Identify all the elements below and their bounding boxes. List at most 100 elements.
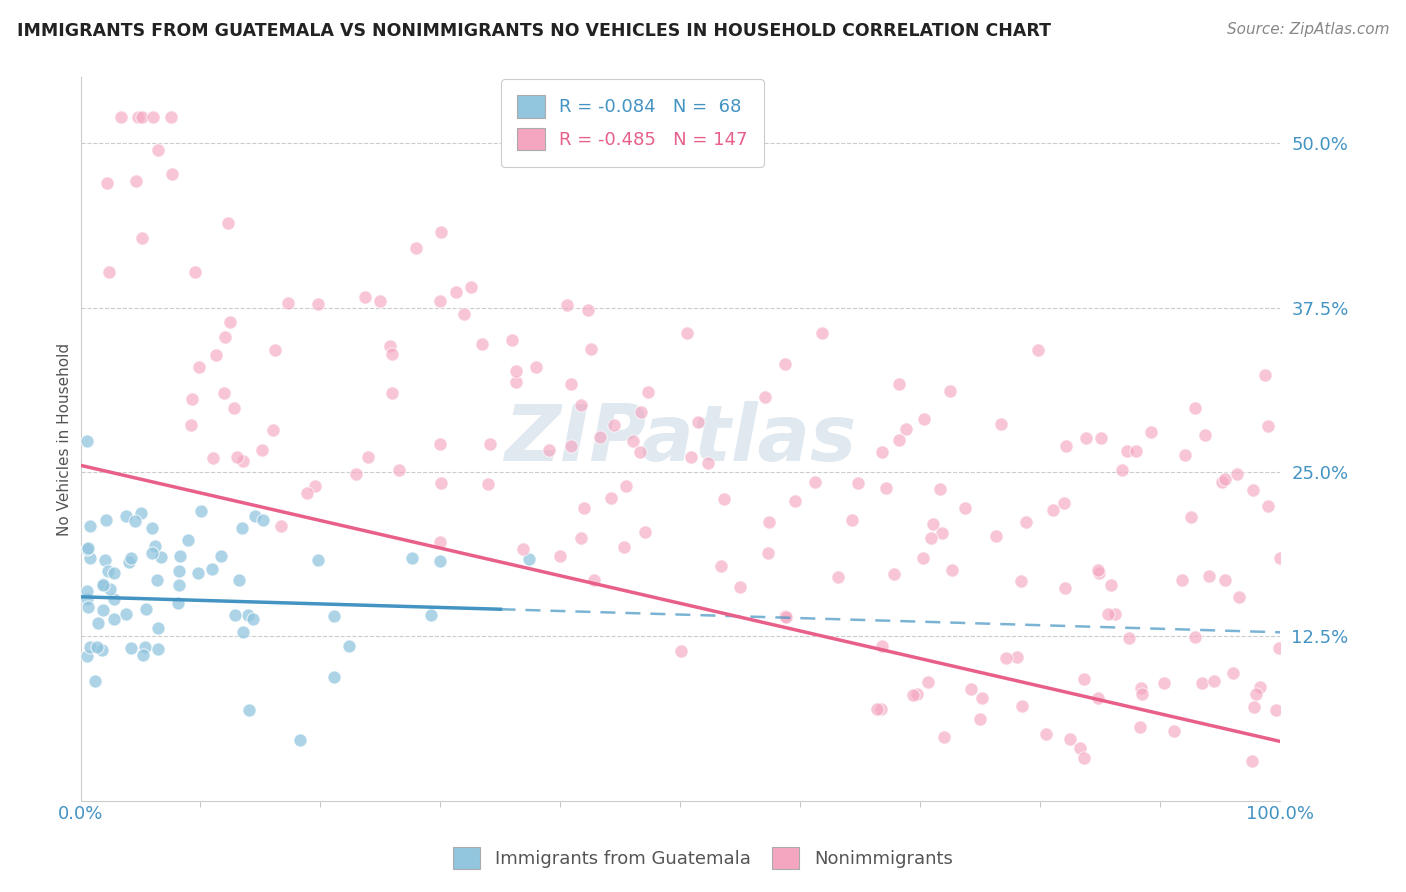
Point [103,566,125,581]
Point [517,552,540,566]
Point [501,334,523,348]
Point [1243,699,1265,714]
Point [887,376,910,391]
Point [1226,467,1249,481]
Point [1171,574,1194,588]
Point [93,576,115,591]
Point [932,730,955,744]
Point [134,640,156,654]
Point [613,540,636,554]
Point [1198,569,1220,583]
Point [621,434,644,448]
Point [1140,425,1163,439]
Point [1132,687,1154,701]
Point [169,549,191,563]
Point [1015,515,1038,529]
Point [96,513,118,527]
Point [1125,443,1147,458]
Point [187,359,209,374]
Point [579,342,602,356]
Point [370,294,392,309]
Point [911,551,934,566]
Point [970,691,993,706]
Legend: R = -0.084   N =  68, R = -0.485   N = 147: R = -0.084 N = 68, R = -0.485 N = 147 [501,79,763,167]
Point [1268,550,1291,565]
Point [603,418,626,433]
Point [201,562,224,576]
Point [87,615,110,630]
Point [381,347,404,361]
Point [444,285,467,299]
Point [180,418,202,433]
Point [1211,475,1233,490]
Point [637,384,659,399]
Point [401,551,423,566]
Point [76,591,98,606]
Point [388,463,411,477]
Point [841,513,863,527]
Point [905,687,928,701]
Point [405,241,427,255]
Point [634,525,657,540]
Point [710,559,733,574]
Point [93,602,115,616]
Point [304,479,326,493]
Point [960,681,983,696]
Point [1222,666,1244,681]
Point [1268,641,1291,656]
Point [1240,754,1263,768]
Point [1101,578,1123,592]
Point [1213,471,1236,485]
Point [550,549,572,563]
Point [79,551,101,566]
Point [232,624,254,639]
Point [505,364,527,378]
Point [79,518,101,533]
Point [921,517,943,532]
Point [125,174,148,188]
Point [214,329,236,343]
Point [471,336,494,351]
Point [697,456,720,470]
Point [142,110,165,124]
Point [378,339,401,353]
Text: IMMIGRANTS FROM GUATEMALA VS NONIMMIGRANTS NO VEHICLES IN HOUSEHOLD CORRELATION : IMMIGRANTS FROM GUATEMALA VS NONIMMIGRAN… [17,22,1050,40]
Text: ZIPatlas: ZIPatlas [505,401,856,477]
Point [354,290,377,304]
Point [262,423,284,437]
Point [1180,510,1202,524]
Point [1073,673,1095,687]
Point [912,412,935,426]
Point [969,712,991,726]
Point [1042,502,1064,516]
Point [1184,401,1206,415]
Point [146,574,169,588]
Point [146,641,169,656]
Point [307,297,329,311]
Point [76,541,98,556]
Point [115,607,138,622]
Point [429,554,451,568]
Point [1174,448,1197,462]
Point [225,450,247,464]
Point [1213,573,1236,587]
Point [250,443,273,458]
Point [184,265,207,279]
Point [337,639,360,653]
Point [1097,607,1119,621]
Point [1116,443,1139,458]
Point [141,546,163,560]
Point [219,315,242,329]
Point [146,143,169,157]
Point [628,445,651,459]
Point [146,621,169,635]
Point [323,608,346,623]
Point [1249,680,1271,694]
Point [344,467,367,481]
Point [323,670,346,684]
Point [1153,676,1175,690]
Point [145,540,167,554]
Point [228,573,250,587]
Point [477,476,499,491]
Point [76,648,98,663]
